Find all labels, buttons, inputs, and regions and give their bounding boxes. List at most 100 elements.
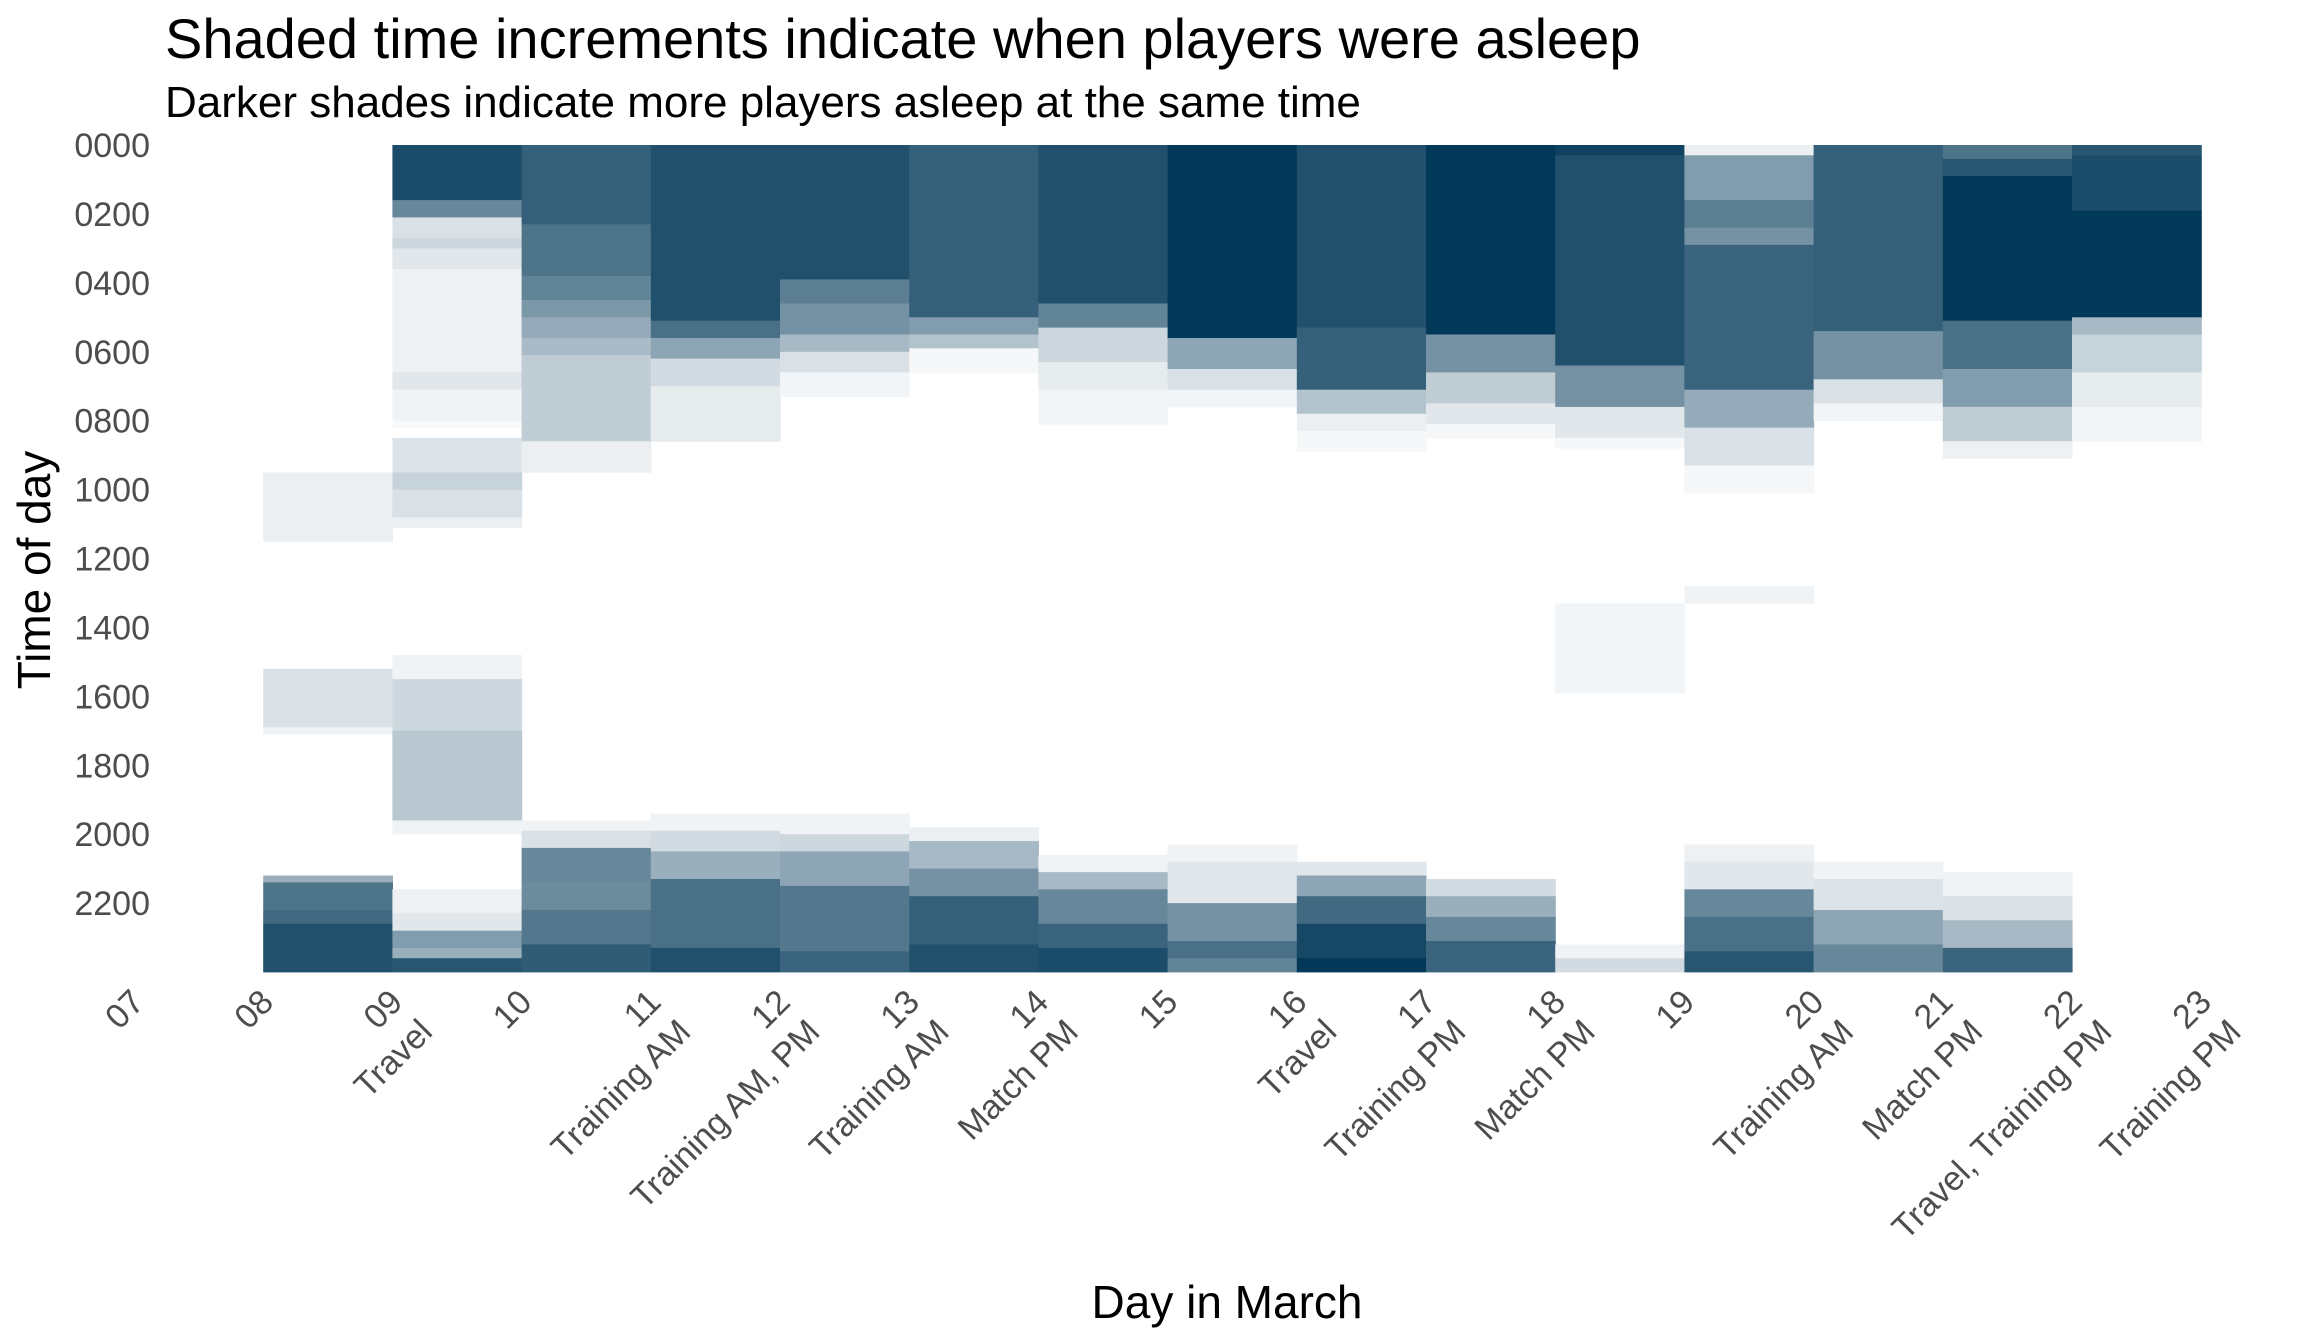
heatmap-cell [1426, 424, 1556, 439]
heatmap-cell [780, 372, 910, 397]
heatmap-cell [392, 913, 523, 931]
heatmap-cell [1684, 244, 1815, 390]
heatmap-cell [1684, 227, 1815, 246]
heatmap-cell [1555, 603, 1685, 694]
chart-title: Shaded time increments indicate when pla… [165, 7, 1641, 70]
heatmap-cell [521, 910, 652, 945]
y-tick-label: 1200 [74, 541, 150, 579]
x-tick-activity: Travel [1251, 1012, 1344, 1105]
heatmap-cell [1167, 941, 1298, 959]
heatmap-cell [1813, 145, 1944, 332]
heatmap-cell [1813, 861, 1944, 880]
heatmap-cell [2072, 155, 2202, 211]
heatmap-cell [2072, 406, 2202, 442]
heatmap-cell [650, 338, 781, 360]
heatmap-cell [1167, 958, 1298, 973]
heatmap-cell [1813, 379, 1944, 404]
heatmap-cell [1426, 916, 1556, 942]
y-tick-label: 0400 [74, 265, 150, 303]
x-tick-activity: Training PM [2093, 1012, 2249, 1168]
heatmap-cell [392, 248, 523, 270]
heatmap-cell [521, 847, 652, 883]
heatmap-cell [1942, 441, 2073, 459]
y-tick-label: 1800 [74, 747, 150, 785]
heatmap-cell [1296, 958, 1427, 973]
heatmap-cell [1555, 958, 1685, 973]
heatmap-cell [1426, 145, 1556, 335]
heatmap-cell [521, 355, 652, 442]
heatmap-cell [392, 238, 523, 249]
heatmap-cell [1426, 403, 1556, 425]
heatmap-cell [392, 489, 523, 518]
x-tick-activity: Travel, Training PM [1885, 1012, 2119, 1246]
heatmap-cell [909, 868, 1039, 897]
heatmap-cell [392, 389, 523, 422]
heatmap-cell [1038, 923, 1169, 949]
heatmap-cell [650, 320, 781, 339]
heatmap-cell [1684, 861, 1815, 890]
heatmap-cell [392, 269, 523, 373]
heatmap-cell [650, 386, 781, 442]
heatmap-cell [1167, 369, 1298, 391]
heatmap-cell [2072, 210, 2202, 318]
x-tick-day: 07 [98, 983, 152, 1037]
heatmap-cell [1296, 896, 1427, 925]
heatmap-cell [1296, 861, 1427, 876]
heatmap-cell [1167, 338, 1298, 370]
heatmap-cell [1296, 413, 1427, 432]
heatmap-cell [909, 145, 1039, 318]
heatmap-cell [1038, 327, 1169, 363]
heatmap-cell [392, 517, 523, 528]
heatmap-cell [392, 217, 523, 239]
heatmap-cell [1038, 947, 1169, 973]
heatmap-cell [1167, 861, 1298, 904]
heatmap-cell [521, 441, 652, 473]
heatmap-cell [909, 841, 1039, 870]
heatmap-cell [263, 882, 393, 911]
heatmap-cell [1555, 155, 1685, 366]
heatmap-cell [521, 338, 652, 356]
heatmap-cell [263, 923, 393, 973]
heatmap-cell [1684, 155, 1815, 201]
heatmap-cell [392, 372, 523, 390]
heatmap-cell [1684, 389, 1815, 428]
heatmap-cell [392, 655, 523, 680]
heatmap-cell [1038, 889, 1169, 925]
x-tick-activity: Match PM [1855, 1012, 1990, 1147]
heatmap-cell [780, 951, 910, 973]
heatmap-cell [1942, 406, 2073, 442]
heatmap-cell [392, 472, 523, 490]
y-tick-label: 0000 [74, 127, 150, 165]
heatmap-cell [392, 200, 523, 218]
heatmap-cell [1426, 941, 1556, 973]
heatmap-cell [1038, 362, 1169, 391]
heatmap-cell [2072, 145, 2202, 156]
x-tick-day: 19 [1648, 983, 1702, 1037]
heatmap-cell [1038, 872, 1169, 890]
heatmap-cell [1038, 389, 1169, 425]
x-tick-activity: Training AM [1707, 1012, 1861, 1166]
heatmap-cell [263, 910, 393, 925]
heatmap-cell [521, 820, 652, 832]
heatmap-cell [1426, 879, 1556, 897]
heatmap-cell [521, 224, 652, 277]
heatmap-cell [1296, 431, 1427, 453]
heatmap-cell [650, 145, 781, 322]
heatmap-cell [1296, 923, 1427, 959]
heatmap-cell [1426, 372, 1556, 404]
heatmap-cell [521, 275, 652, 301]
y-tick-label: 1000 [74, 472, 150, 510]
heatmap-cell [1942, 896, 2073, 921]
heatmap-cell [521, 317, 652, 339]
heatmap-cell [1942, 158, 2073, 177]
heatmap-cell [392, 958, 523, 973]
y-axis-title: Time of day [8, 451, 60, 690]
heatmap-cell [521, 830, 652, 849]
heatmap-cell [909, 944, 1039, 973]
